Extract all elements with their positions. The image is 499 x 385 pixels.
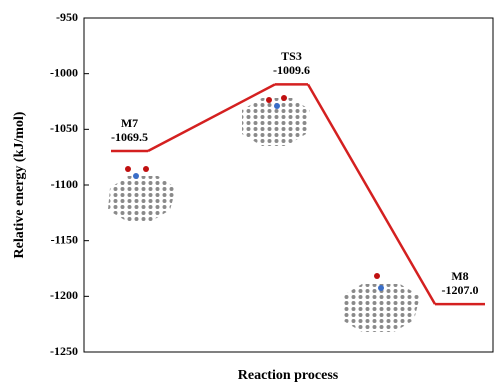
- value-label: -1009.6: [273, 63, 310, 77]
- y-tick-label: -1100: [51, 177, 78, 191]
- y-tick-label: -1050: [50, 121, 78, 135]
- molecule: [242, 95, 310, 146]
- chart: Relative energy (kJ/mol) Reaction proces…: [0, 0, 499, 385]
- value-label: -1069.5: [111, 130, 148, 144]
- state-label: TS3: [281, 49, 302, 63]
- value-label: -1207.0: [442, 283, 479, 297]
- state-label: M8: [451, 269, 468, 283]
- molecule: [342, 273, 420, 332]
- y-tick-label: -950: [56, 10, 78, 24]
- y-tick-label: -1150: [51, 232, 78, 246]
- connector: [308, 84, 435, 304]
- molecule: [108, 166, 176, 222]
- x-axis-label: Reaction process: [238, 368, 339, 383]
- page: Relative energy (kJ/mol) Reaction proces…: [0, 0, 499, 385]
- state-label: M7: [121, 116, 138, 130]
- y-axis-label: Relative energy (kJ/mol): [12, 111, 27, 258]
- y-tick-label: -1250: [50, 344, 78, 358]
- y-tick-label: -1000: [50, 65, 78, 79]
- y-tick-label: -1200: [50, 288, 78, 302]
